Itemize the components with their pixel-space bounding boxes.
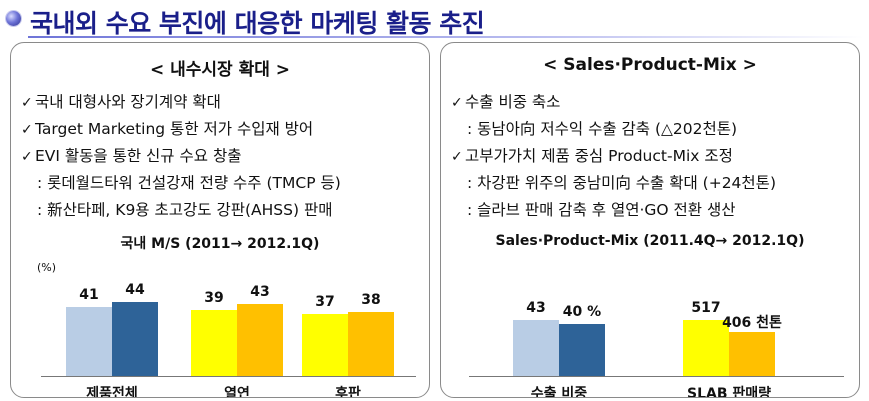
bar: [66, 307, 112, 376]
check-item: ✓ EVI 활동을 통한 신규 수요 창출: [21, 143, 421, 170]
bar: [729, 332, 775, 376]
category-label: 후판: [335, 386, 361, 398]
chart-title: Sales·Product-Mix (2011.4Q→ 2012.1Q): [495, 233, 805, 249]
data-label: 37: [315, 293, 335, 310]
item-text: 국내 대형사와 장기계약 확대: [35, 93, 221, 111]
bar: [513, 320, 559, 376]
data-label: 406 천톤: [722, 315, 782, 332]
bullet-list: ✓ 국내 대형사와 장기계약 확대 ✓ Target Marketing 통한 저가 …: [21, 89, 421, 224]
sales-mix-chart: Sales·Product-Mix (2011.4Q→ 2012.1Q) 43 4…: [441, 233, 859, 398]
data-label: 517: [691, 300, 721, 316]
item-text: EVI 활동을 통한 신규 수요 창출: [35, 147, 242, 165]
x-axis: [41, 376, 416, 377]
item-text: : 동남아向 저수익 수출 감축 (△202천톤): [467, 120, 738, 138]
title-bar: 국내외 수요 부진에 대응한 마케팅 활동 추진: [0, 0, 869, 38]
domestic-ms-chart: 국내 M/S (2011→ 2012.1Q) (%) 41 44 제품전체 39 43 열연…: [11, 233, 429, 398]
check-icon: ✓: [451, 95, 463, 111]
data-label: 43: [250, 283, 270, 300]
check-icon: ✓: [451, 149, 463, 165]
data-label: 40 %: [562, 303, 602, 320]
item-text: : 新산타페, K9용 초고강도 강판(AHSS) 판매: [37, 201, 333, 219]
bar: [191, 310, 237, 376]
x-axis: [469, 376, 844, 377]
sub-item: : 롯데월드타워 건설강재 전량 수주 (TMCP 등): [21, 170, 421, 197]
data-label: 43: [526, 300, 546, 316]
category-label: SLAB 판매량: [686, 386, 772, 398]
category-label: 수출 비중: [530, 386, 588, 398]
title-underline: [28, 36, 864, 38]
orb-bullet-icon: [6, 11, 21, 26]
check-item: ✓ 국내 대형사와 장기계약 확대: [21, 89, 421, 116]
page-title: 국내외 수요 부진에 대응한 마케팅 활동 추진: [30, 9, 485, 38]
bar: [302, 313, 348, 376]
bar: [559, 323, 605, 376]
check-item: ✓ 고부가가치 제품 중심 Product-Mix 조정: [451, 143, 851, 170]
panel-heading: < 내수시장 확대 >: [149, 60, 291, 80]
data-label: 44: [125, 282, 145, 299]
bar: [348, 312, 394, 376]
item-text: 고부가가치 제품 중심 Product-Mix 조정: [465, 147, 733, 165]
data-label: 38: [361, 292, 381, 309]
data-label: 41: [79, 287, 99, 304]
check-item: ✓ 수출 비중 축소: [451, 89, 851, 116]
sub-item: : 차강판 위주의 중남미向 수출 확대 (+24천톤): [451, 170, 851, 197]
unit-label: (%): [37, 261, 57, 274]
category-label: 열연: [224, 386, 250, 398]
data-label: 39: [204, 290, 224, 307]
bar: [112, 302, 158, 376]
bullet-list: ✓ 수출 비중 축소: 동남아向 저수익 수출 감축 (△202천톤) ✓ 고부가가치…: [451, 89, 851, 224]
item-text: 수출 비중 축소: [465, 93, 561, 111]
chart-title: 국내 M/S (2011→ 2012.1Q): [120, 236, 320, 252]
check-icon: ✓: [21, 149, 33, 165]
check-icon: ✓: [21, 122, 33, 138]
sub-item: : 슬라브 판매 감축 후 열연·GO 전환 생산: [451, 197, 851, 224]
bar: [237, 303, 283, 376]
panel-heading: < Sales·Product-Mix >: [543, 55, 757, 75]
bar: [683, 320, 729, 376]
sales-product-mix-panel: < Sales·Product-Mix > ✓ 수출 비중 축소: 동남아向 저수…: [440, 42, 860, 398]
sub-item: : 동남아向 저수익 수출 감축 (△202천톤): [451, 116, 851, 143]
check-item: ✓ Target Marketing 통한 저가 수입재 방어: [21, 116, 421, 143]
item-text: Target Marketing 통한 저가 수입재 방어: [35, 120, 314, 138]
check-icon: ✓: [21, 95, 33, 111]
sub-item: : 新산타페, K9용 초고강도 강판(AHSS) 판매: [21, 197, 421, 224]
item-text: : 차강판 위주의 중남미向 수출 확대 (+24천톤): [467, 174, 776, 192]
category-label: 제품전체: [86, 386, 138, 398]
item-text: : 롯데월드타워 건설강재 전량 수주 (TMCP 등): [37, 174, 341, 192]
domestic-market-panel: < 내수시장 확대 > ✓ 국내 대형사와 장기계약 확대 ✓ Target Mark…: [10, 42, 430, 398]
item-text: : 슬라브 판매 감축 후 열연·GO 전환 생산: [467, 201, 736, 219]
